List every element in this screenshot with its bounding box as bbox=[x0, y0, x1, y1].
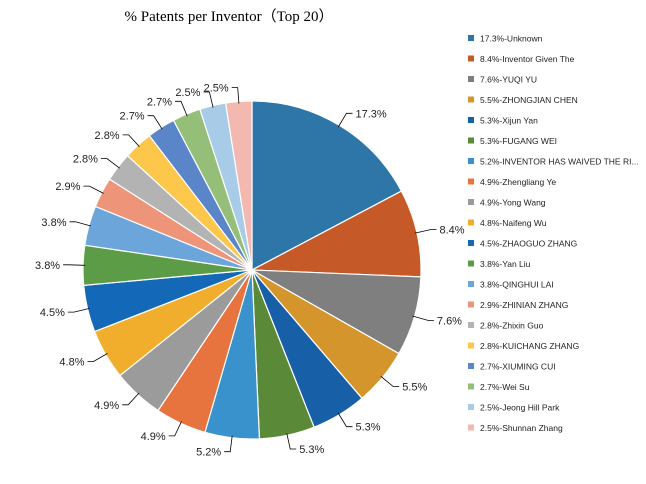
legend-entry: 5.5%-ZHONGJIAN CHEN bbox=[480, 95, 578, 105]
legend-entry: 17.3%-Unknown bbox=[480, 34, 543, 44]
data-label: 2.5% bbox=[175, 87, 200, 99]
leader-line bbox=[83, 185, 104, 194]
data-label: 7.6% bbox=[437, 315, 462, 327]
legend-swatch bbox=[468, 363, 474, 369]
data-label: 5.3% bbox=[356, 422, 381, 434]
leader-line bbox=[168, 421, 182, 437]
leader-line bbox=[412, 315, 434, 321]
leader-line bbox=[122, 134, 140, 147]
legend-swatch bbox=[468, 178, 474, 185]
legend-entry: 4.9%-Zhengliang Ye bbox=[480, 177, 556, 187]
data-label: 3.8% bbox=[41, 217, 66, 229]
legend-entry: 2.5%-Jeong Hill Park bbox=[480, 403, 560, 413]
legend-swatch bbox=[468, 76, 474, 82]
data-labels: 17.3% 8.4% 7.6% 5.5% 5.3% 5.3% 5.2% 4.9% 4.9% 4.8… bbox=[35, 83, 465, 459]
legend-entry: 2.8%-Zhixin Guo bbox=[480, 321, 544, 331]
data-label: 2.8% bbox=[95, 130, 120, 142]
leader-line bbox=[175, 100, 188, 117]
data-label: 5.3% bbox=[299, 444, 324, 456]
legend-swatch bbox=[468, 322, 474, 328]
leader-line bbox=[69, 221, 92, 227]
legend-entry: 5.2%-INVENTOR HAS WAIVED THE RI... bbox=[480, 157, 639, 167]
legend-entry: 3.8%-Yan Liu bbox=[480, 259, 531, 269]
leader-line bbox=[231, 87, 240, 104]
leader-line bbox=[147, 115, 163, 130]
data-label: 5.5% bbox=[402, 382, 427, 394]
legend-swatch bbox=[468, 240, 474, 246]
chart-title: % Patents per Inventor（Top 20） bbox=[125, 8, 334, 25]
leader-line bbox=[224, 435, 233, 453]
legend: 17.3%-Unknown 8.4%-Inventor Given The 7.6%… bbox=[468, 34, 639, 433]
legend-entry: 4.8%-Naifeng Wu bbox=[480, 218, 547, 228]
data-label: 2.7% bbox=[120, 111, 145, 123]
legend-swatch bbox=[468, 137, 474, 144]
leader-line bbox=[87, 353, 108, 362]
legend-entry: 2.7%-Wei Su bbox=[480, 382, 530, 392]
data-label: 8.4% bbox=[440, 225, 465, 237]
legend-entry: 2.7%-XIUMING CUI bbox=[480, 362, 556, 372]
legend-swatch bbox=[468, 35, 474, 41]
data-label: 2.7% bbox=[147, 96, 172, 108]
legend-entry: 2.5%-Shunnan Zhang bbox=[480, 423, 563, 433]
legend-swatch bbox=[468, 117, 474, 123]
data-label: 2.5% bbox=[204, 83, 229, 95]
data-label: 3.8% bbox=[35, 260, 60, 272]
legend-entry: 7.6%-YUQI YU bbox=[480, 75, 537, 85]
leader-line bbox=[122, 392, 140, 406]
legend-swatch bbox=[468, 55, 474, 62]
data-label: 17.3% bbox=[356, 108, 387, 120]
data-label: 4.9% bbox=[141, 431, 166, 443]
legend-swatch bbox=[468, 96, 474, 103]
leader-line bbox=[67, 308, 90, 313]
legend-swatch bbox=[468, 260, 474, 267]
leader-line bbox=[63, 264, 86, 266]
legend-entry: 8.4%-Inventor Given The bbox=[480, 54, 575, 64]
legend-swatch bbox=[468, 158, 474, 164]
legend-entry: 2.8%-KUICHANG ZHANG bbox=[480, 341, 579, 351]
leader-line bbox=[337, 412, 353, 428]
leader-line bbox=[414, 229, 437, 234]
legend-entry: 2.9%-ZHINIAN ZHANG bbox=[480, 300, 568, 310]
data-label: 4.9% bbox=[94, 400, 119, 412]
data-label: 2.9% bbox=[55, 181, 80, 193]
leader-line bbox=[286, 433, 297, 450]
data-label: 5.2% bbox=[196, 447, 221, 459]
leader-line bbox=[100, 158, 120, 169]
legend-swatch bbox=[468, 219, 474, 226]
legend-swatch bbox=[468, 301, 474, 308]
legend-entry: 4.5%-ZHAOGUO ZHANG bbox=[480, 239, 577, 249]
legend-swatch bbox=[468, 383, 474, 390]
legend-entry: 5.3%-Xijun Yan bbox=[480, 116, 538, 126]
data-label: 4.5% bbox=[40, 307, 65, 319]
label-leader-lines bbox=[63, 87, 437, 453]
legend-swatch bbox=[468, 342, 474, 349]
legend-swatch bbox=[468, 199, 474, 205]
legend-swatch bbox=[468, 424, 474, 431]
data-label: 4.8% bbox=[59, 357, 84, 369]
leader-line bbox=[337, 112, 353, 128]
legend-entry: 3.8%-QINGHUI LAI bbox=[480, 280, 554, 290]
legend-entry: 4.9%-Yong Wang bbox=[480, 198, 546, 208]
legend-swatch bbox=[468, 404, 474, 410]
pie-slices bbox=[82, 100, 422, 440]
data-label: 2.8% bbox=[73, 154, 98, 166]
leader-line bbox=[380, 375, 400, 387]
legend-swatch bbox=[468, 281, 474, 287]
leader-line bbox=[203, 91, 214, 108]
legend-entry: 5.3%-FUGANG WEI bbox=[480, 136, 557, 146]
